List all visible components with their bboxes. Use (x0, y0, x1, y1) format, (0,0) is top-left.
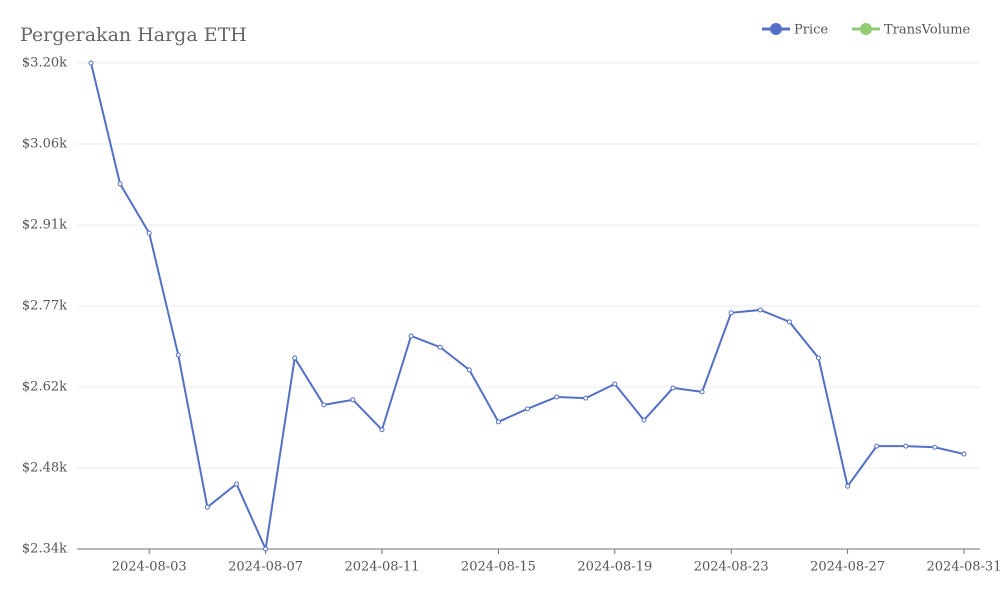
point (641, 417, 647, 423)
point (786, 319, 792, 325)
point (204, 504, 210, 510)
point (408, 333, 414, 339)
x-tick-label: 2024-08-23 (694, 560, 769, 575)
legend-marker (860, 23, 872, 35)
point (525, 406, 530, 412)
point (757, 307, 763, 313)
x-tick-label: 2024-08-15 (461, 560, 536, 575)
x-tick-label: 2024-08-27 (810, 560, 885, 575)
point (670, 385, 676, 391)
y-tick-label: $2.48k (22, 461, 67, 476)
point (554, 394, 560, 400)
x-tick-label: 2024-08-03 (112, 560, 187, 575)
point (175, 352, 181, 358)
x-tick-label: 2024-08-19 (577, 560, 652, 575)
point (379, 427, 385, 433)
legend-marker (770, 23, 782, 35)
y-tick-label: $3.06k (22, 136, 67, 151)
x-tick-label: 2024-08-07 (228, 560, 303, 575)
y-tick-label: $3.20k (22, 56, 67, 71)
point (234, 481, 239, 487)
point (699, 389, 705, 395)
y-tick-label: $2.62k (22, 379, 67, 394)
legend-label: TransVolume (884, 23, 971, 38)
point (874, 443, 880, 449)
point (263, 546, 269, 552)
point (583, 395, 589, 401)
point (466, 367, 472, 373)
point (903, 443, 909, 449)
point (932, 444, 938, 450)
point (816, 355, 821, 361)
y-tick-label: $2.91k (22, 218, 67, 233)
point (612, 381, 618, 387)
x-tick-label: 2024-08-11 (345, 560, 420, 575)
point (845, 483, 851, 489)
point (350, 397, 356, 403)
y-tick-label: $2.77k (22, 299, 67, 314)
point (117, 181, 123, 187)
point (961, 451, 967, 457)
y-tick-label: $2.34k (22, 542, 67, 557)
point (728, 310, 734, 316)
point (495, 419, 501, 425)
legend-label: Price (794, 23, 828, 38)
x-tick-label: 2024-08-31 (927, 560, 1000, 575)
point (88, 60, 94, 66)
chart-title: Pergerakan Harga ETH (20, 24, 247, 46)
point (321, 402, 327, 408)
point (146, 230, 152, 236)
point (292, 355, 298, 361)
point (437, 344, 443, 350)
